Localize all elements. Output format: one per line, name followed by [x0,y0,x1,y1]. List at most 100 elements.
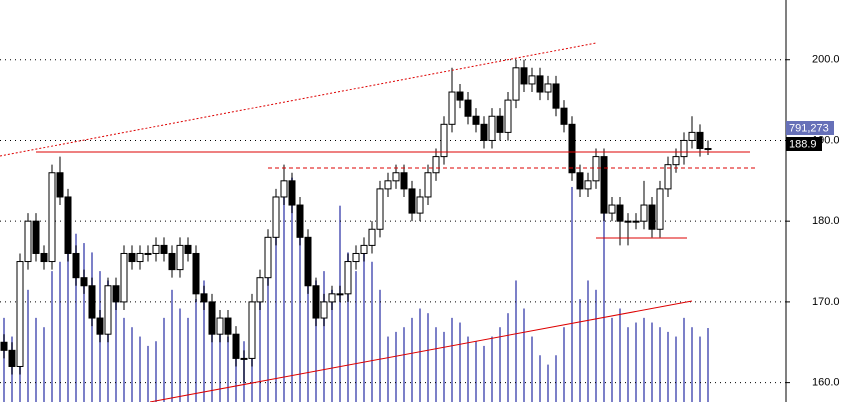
candle-body [160,244,168,254]
volume-bar [59,261,61,402]
candle-body [480,123,488,141]
volume-bar [131,327,133,402]
candle-body [520,67,528,85]
volume-tag-label: 791,273 [789,122,829,134]
volume-bar [51,271,53,402]
candle-body [664,164,672,190]
candle-body [696,131,704,150]
candle-body [176,244,184,271]
candle-body [512,67,520,101]
volume-bar [627,327,629,402]
volume-bar [411,317,413,402]
volume-bar [371,261,373,402]
candle-body [552,83,560,109]
candle-body [328,293,336,303]
candle-body [192,252,200,295]
volume-bar [571,186,573,402]
candle-body [96,317,104,335]
volume-bar [699,336,701,402]
volume-bar [395,331,397,402]
candle-body [304,236,312,287]
candle-body [544,83,552,93]
candle-body [336,293,344,296]
candle-body [288,180,296,206]
volume-bar [587,280,589,402]
volume-tag [786,121,834,135]
volume-bar [315,280,317,402]
candle-body [688,131,696,141]
volume-bar [667,331,669,402]
candle-layer [0,59,712,383]
candle-body [584,180,592,190]
candle-body [216,317,224,335]
candle-body [344,261,352,295]
volume-bar [515,280,517,402]
volume-bar [507,313,509,402]
upper-trendline [0,42,597,157]
volume-bar [75,233,77,402]
volume-bar [91,252,93,402]
candle-body [16,261,24,367]
volume-bar [483,345,485,402]
volume-bar [651,322,653,402]
y-tick-label: 200.0 [812,54,840,66]
candle-body [400,172,408,190]
volume-bar [299,224,301,402]
volume-bar [163,317,165,402]
candle-body [296,204,304,238]
candle-body [448,91,456,125]
candle-body [616,204,624,222]
candle-body [136,252,144,263]
candle-body [608,204,616,214]
candle-body [592,156,600,182]
candle-body [568,123,576,174]
candle-body [256,277,264,303]
candle-body [200,293,208,303]
y-tick-label: 170.0 [812,296,840,308]
candle-body [240,357,248,360]
candle-body [376,188,384,230]
volume-bar [43,327,45,402]
candle-body [704,148,712,151]
candle-body [144,252,152,255]
candle-body [600,156,608,214]
volume-bar [355,271,357,402]
volume-bar [539,355,541,402]
volume-bar [547,364,549,402]
volume-bar [307,261,309,402]
annotations [0,42,756,402]
candle-body [440,123,448,158]
candle-body [648,204,656,230]
volume-bar [403,327,405,402]
volume-bar [435,327,437,402]
candle-body [64,196,72,254]
volume-bar [339,205,341,402]
candle-body [472,115,480,125]
volume-bar [659,327,661,402]
volume-bar [291,177,293,402]
volume-bar [451,317,453,402]
candle-body [384,180,392,190]
candle-body [368,228,376,246]
candle-body [320,301,328,319]
volume-bar [491,336,493,402]
candle-body [496,115,504,133]
price-tag-label: 188.9 [789,138,817,150]
candle-body [360,244,368,254]
candle-body [456,91,464,101]
volume-bar [267,261,269,402]
candle-body [72,252,80,279]
candle-body [528,75,536,85]
volume-bar [595,289,597,402]
volume-bar [283,186,285,402]
volume-bar [123,317,125,402]
candle-body [536,75,544,93]
volume-bar [259,299,261,402]
candle-body [32,220,40,254]
candle-body [432,156,440,174]
volume-bar [531,336,533,402]
candle-body [416,196,424,214]
candle-body [24,220,32,263]
volume-bar [579,299,581,402]
